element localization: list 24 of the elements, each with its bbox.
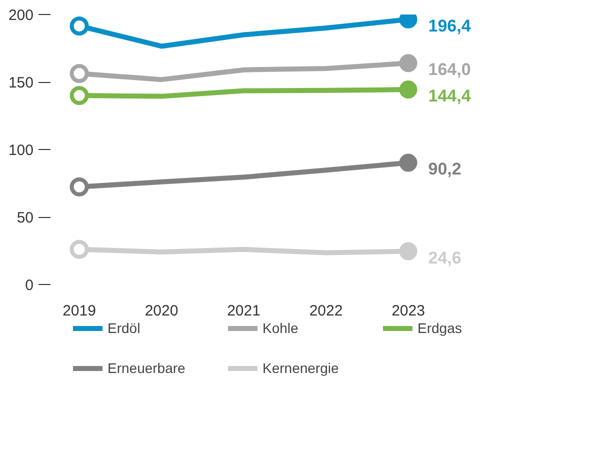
x-tick-label: 2020: [144, 302, 178, 320]
y-tick-label: 50: [16, 210, 34, 226]
legend-label: Erneuerbare: [108, 360, 186, 376]
point: [399, 242, 418, 260]
x-tick-label: 2022: [309, 302, 343, 320]
x-tick-label: 2023: [392, 302, 425, 320]
y-tick-label: 0: [25, 277, 34, 294]
legend-label: Erdgas: [418, 320, 463, 336]
point: [70, 16, 89, 36]
point: [399, 54, 418, 72]
legend-label: Kohle: [262, 320, 300, 336]
point: [399, 154, 418, 172]
data-label: 196,4: [428, 16, 472, 36]
y-tick-label: 100: [8, 142, 34, 159]
x-tick-label: 2019: [62, 302, 96, 320]
data-label: 144,4: [428, 86, 472, 106]
y-tick-label: 150: [8, 74, 34, 92]
data-label: 90,2: [428, 160, 462, 179]
y-tick-label: 200: [8, 7, 34, 24]
x-tick-label: 2021: [227, 302, 260, 320]
legend-label: Kernenergie: [262, 360, 340, 376]
point: [399, 80, 418, 99]
legend-label: Erdöl: [108, 320, 142, 336]
data-label: 164,0: [428, 60, 471, 80]
